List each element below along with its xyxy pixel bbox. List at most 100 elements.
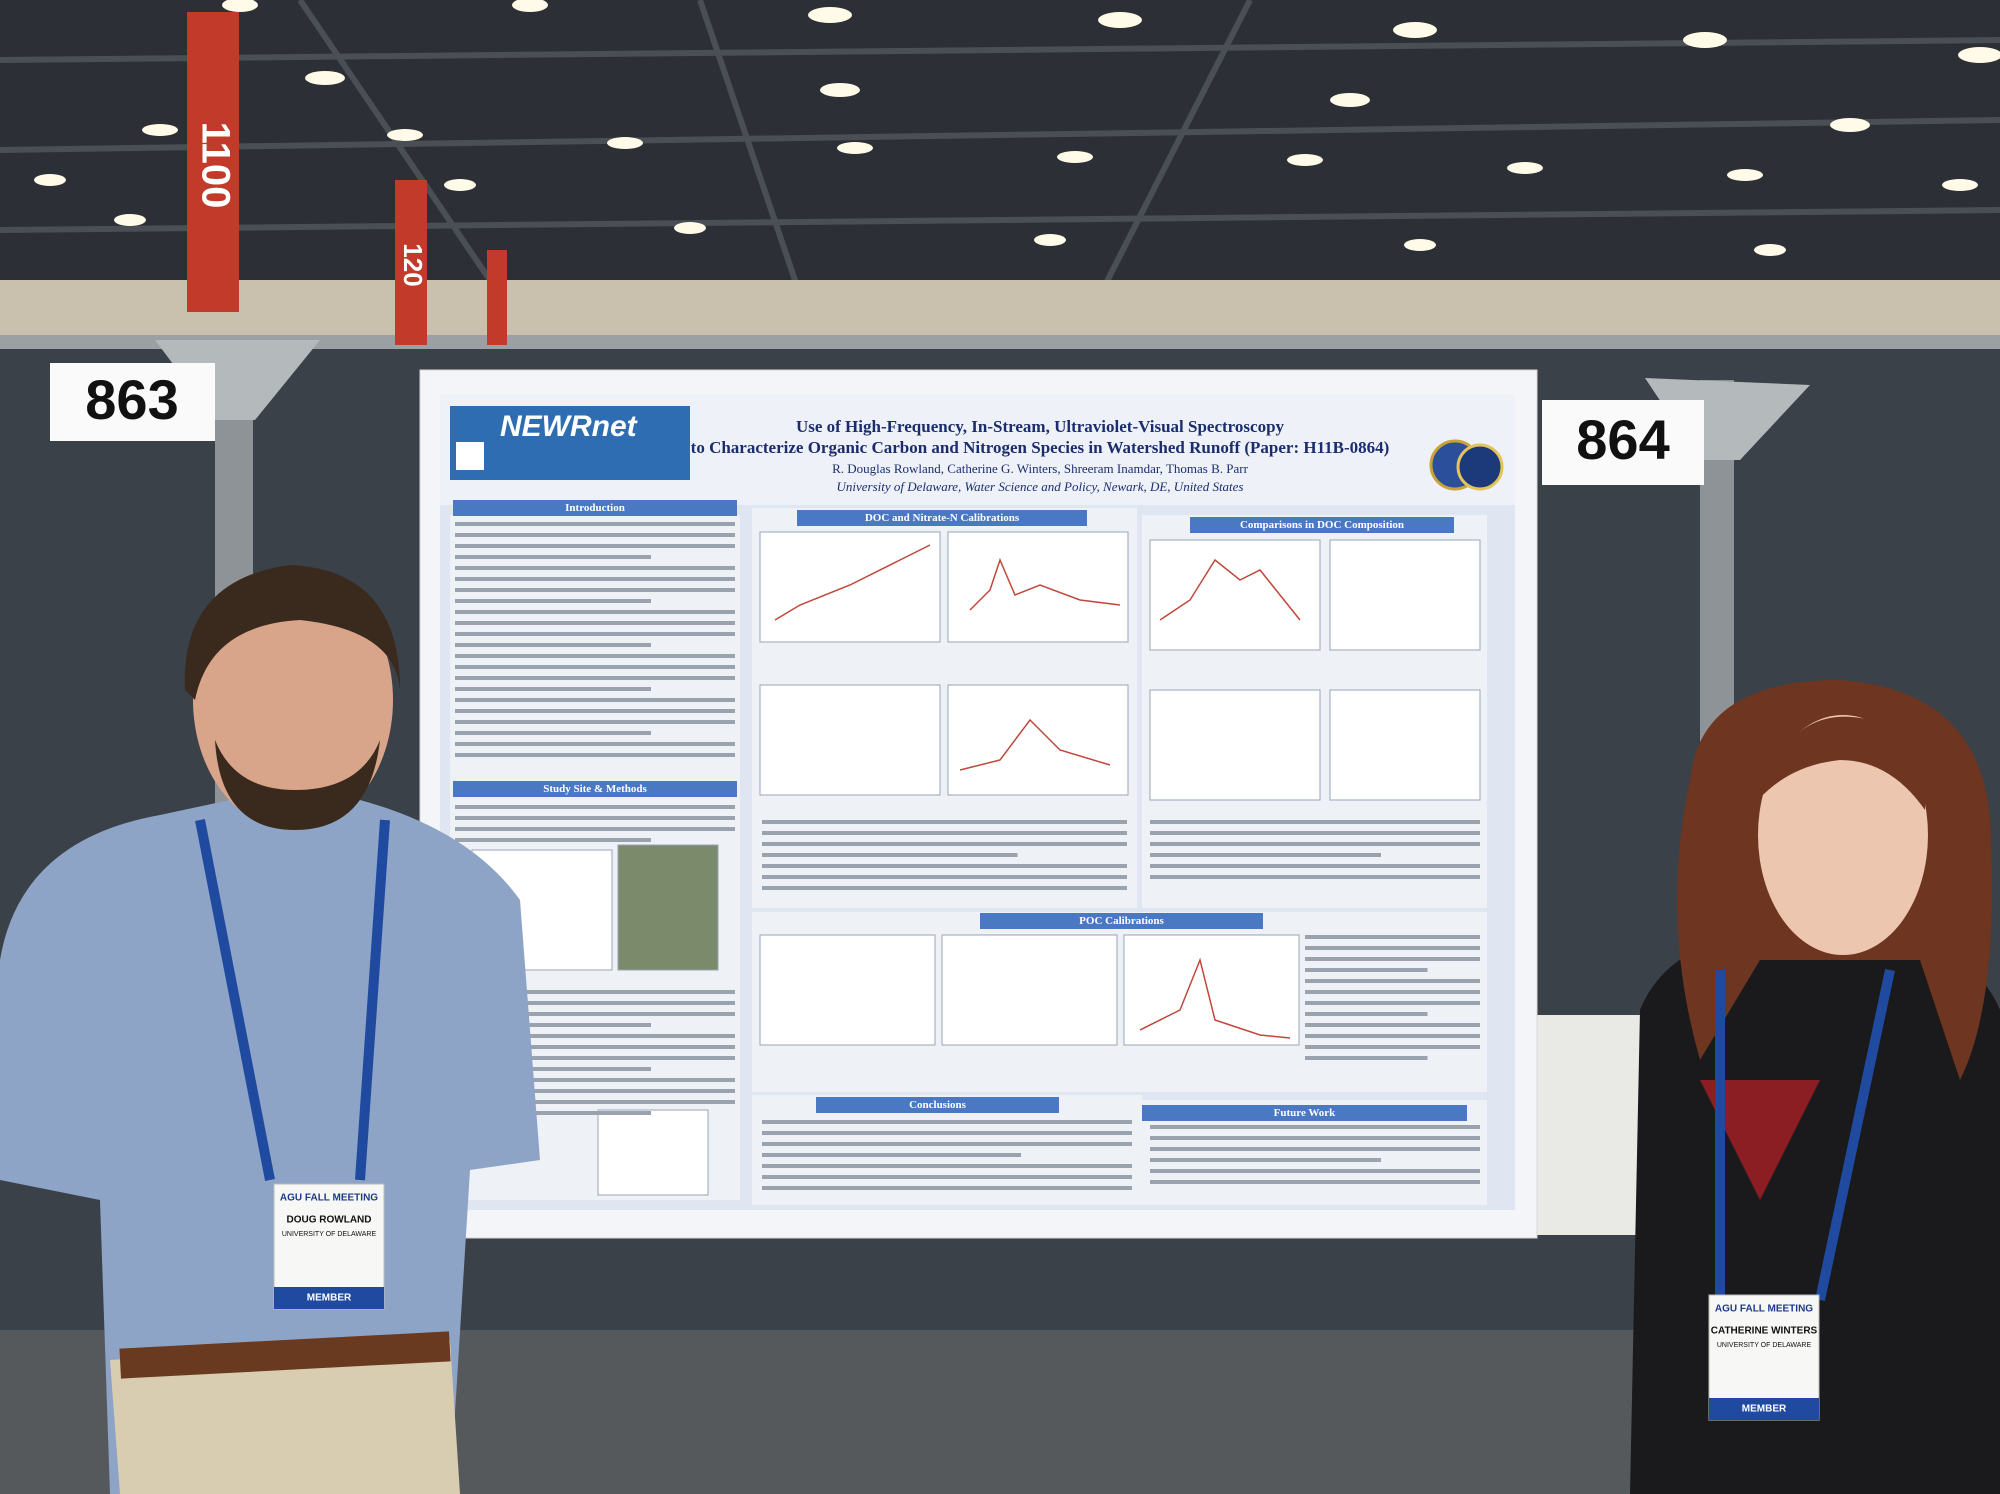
hall-sign bbox=[395, 180, 427, 345]
text-line bbox=[762, 1175, 1132, 1179]
qr-code bbox=[456, 442, 484, 470]
text-line bbox=[1150, 1158, 1381, 1162]
text-line bbox=[762, 820, 1127, 824]
text-line bbox=[1305, 1045, 1480, 1049]
text-line bbox=[455, 676, 735, 680]
text-line bbox=[762, 1153, 1021, 1157]
text-line bbox=[1150, 875, 1480, 879]
badge-stripe bbox=[274, 1287, 384, 1309]
section-title: Introduction bbox=[565, 502, 625, 514]
hall-sign bbox=[187, 12, 239, 312]
text-line bbox=[762, 842, 1127, 846]
text-line bbox=[455, 544, 735, 548]
text-line bbox=[455, 1056, 735, 1060]
booth-number: 864 bbox=[1576, 408, 1669, 471]
logo-text: NEWRnet bbox=[500, 410, 639, 443]
text-line bbox=[455, 1012, 735, 1016]
text-line bbox=[762, 1120, 1132, 1124]
ceiling-lights bbox=[34, 0, 2000, 256]
text-line bbox=[1305, 968, 1428, 972]
text-line bbox=[1305, 1056, 1428, 1060]
text-line bbox=[455, 816, 735, 820]
section-bar bbox=[816, 1097, 1059, 1113]
booth-label bbox=[50, 363, 215, 441]
text-line bbox=[1150, 820, 1480, 824]
text-line bbox=[455, 566, 735, 570]
section-bar bbox=[980, 913, 1263, 929]
text-line bbox=[455, 577, 735, 581]
text-line bbox=[762, 1186, 1132, 1190]
hall-sign bbox=[487, 250, 507, 345]
text-line bbox=[455, 632, 735, 636]
ud-logo bbox=[1456, 443, 1504, 491]
text-line bbox=[1305, 1012, 1428, 1016]
badge-name: CATHERINE WINTERS bbox=[1711, 1326, 1818, 1337]
text-line bbox=[455, 610, 735, 614]
text-line bbox=[762, 853, 1018, 857]
text-line bbox=[1305, 1034, 1480, 1038]
text-line bbox=[1150, 1169, 1480, 1173]
text-line bbox=[455, 1089, 735, 1093]
figure-traces bbox=[774, 544, 1301, 1039]
text-line bbox=[1150, 1136, 1480, 1140]
text-line bbox=[455, 654, 735, 658]
text-line bbox=[1150, 1147, 1480, 1151]
text-line bbox=[455, 522, 735, 526]
person-left bbox=[0, 565, 540, 1494]
text-line bbox=[1150, 864, 1480, 868]
text-line bbox=[1305, 946, 1480, 950]
text-line bbox=[1305, 957, 1480, 961]
badge-name: DOUG ROWLAND bbox=[287, 1215, 372, 1226]
text-line bbox=[455, 1111, 651, 1115]
text-line bbox=[762, 1142, 1132, 1146]
text-line bbox=[1305, 1023, 1480, 1027]
text-line bbox=[455, 555, 651, 559]
poster-title: to Characterize Organic Carbon and Nitro… bbox=[691, 438, 1390, 457]
text-line bbox=[762, 831, 1127, 835]
section-bar bbox=[1142, 1105, 1467, 1121]
post-bracket bbox=[155, 340, 320, 420]
section-title: Conclusions bbox=[909, 1099, 967, 1111]
text-line bbox=[455, 599, 651, 603]
poster-affiliation: University of Delaware, Water Science an… bbox=[836, 479, 1243, 494]
section-headers: Introduction DOC and Nitrate-N Calibratio… bbox=[453, 500, 1467, 1121]
poster-title: Use of High-Frequency, In-Stream, Ultrav… bbox=[796, 417, 1285, 436]
text-line bbox=[455, 1023, 651, 1027]
text-line bbox=[455, 990, 735, 994]
text-line bbox=[1150, 842, 1480, 846]
badge-event: AGU FALL MEETING bbox=[280, 1193, 378, 1204]
section-title: Future Work bbox=[1274, 1107, 1337, 1119]
text-line bbox=[1305, 935, 1480, 939]
text-line bbox=[455, 1045, 735, 1049]
badge-type: MEMBER bbox=[1742, 1404, 1787, 1415]
badge-org: UNIVERSITY OF DELAWARE bbox=[282, 1231, 377, 1238]
section-title: Study Site & Methods bbox=[543, 783, 647, 795]
poster-authors: R. Douglas Rowland, Catherine G. Winters… bbox=[832, 461, 1249, 476]
badges: AGU FALL MEETING DOUG ROWLAND UNIVERSITY O… bbox=[273, 1183, 1820, 1421]
text-line bbox=[762, 886, 1127, 890]
text-line bbox=[1305, 990, 1480, 994]
text-line bbox=[1150, 1180, 1480, 1184]
text-line bbox=[455, 753, 735, 757]
text-line bbox=[455, 1100, 735, 1104]
section-bar bbox=[453, 781, 737, 797]
hall-sign-number: 1100 bbox=[193, 122, 237, 209]
badge-stripe bbox=[1709, 1398, 1819, 1420]
section-bar bbox=[797, 510, 1087, 526]
text-line bbox=[455, 742, 735, 746]
section-bar bbox=[453, 500, 737, 516]
text-line bbox=[762, 1131, 1132, 1135]
text-line bbox=[455, 720, 735, 724]
ceiling-trusses bbox=[0, 0, 2000, 297]
booth-label bbox=[1542, 400, 1704, 485]
logo-box bbox=[450, 406, 690, 480]
text-line bbox=[762, 864, 1127, 868]
section-title: DOC and Nitrate-N Calibrations bbox=[865, 512, 1020, 524]
text-line bbox=[762, 1164, 1132, 1168]
poster: NEWRnet Use of High-Frequency, In-Stream… bbox=[419, 369, 1538, 1239]
text-line bbox=[455, 665, 735, 669]
text-line bbox=[455, 731, 651, 735]
text-line bbox=[455, 709, 735, 713]
badge-event: AGU FALL MEETING bbox=[1715, 1304, 1813, 1315]
